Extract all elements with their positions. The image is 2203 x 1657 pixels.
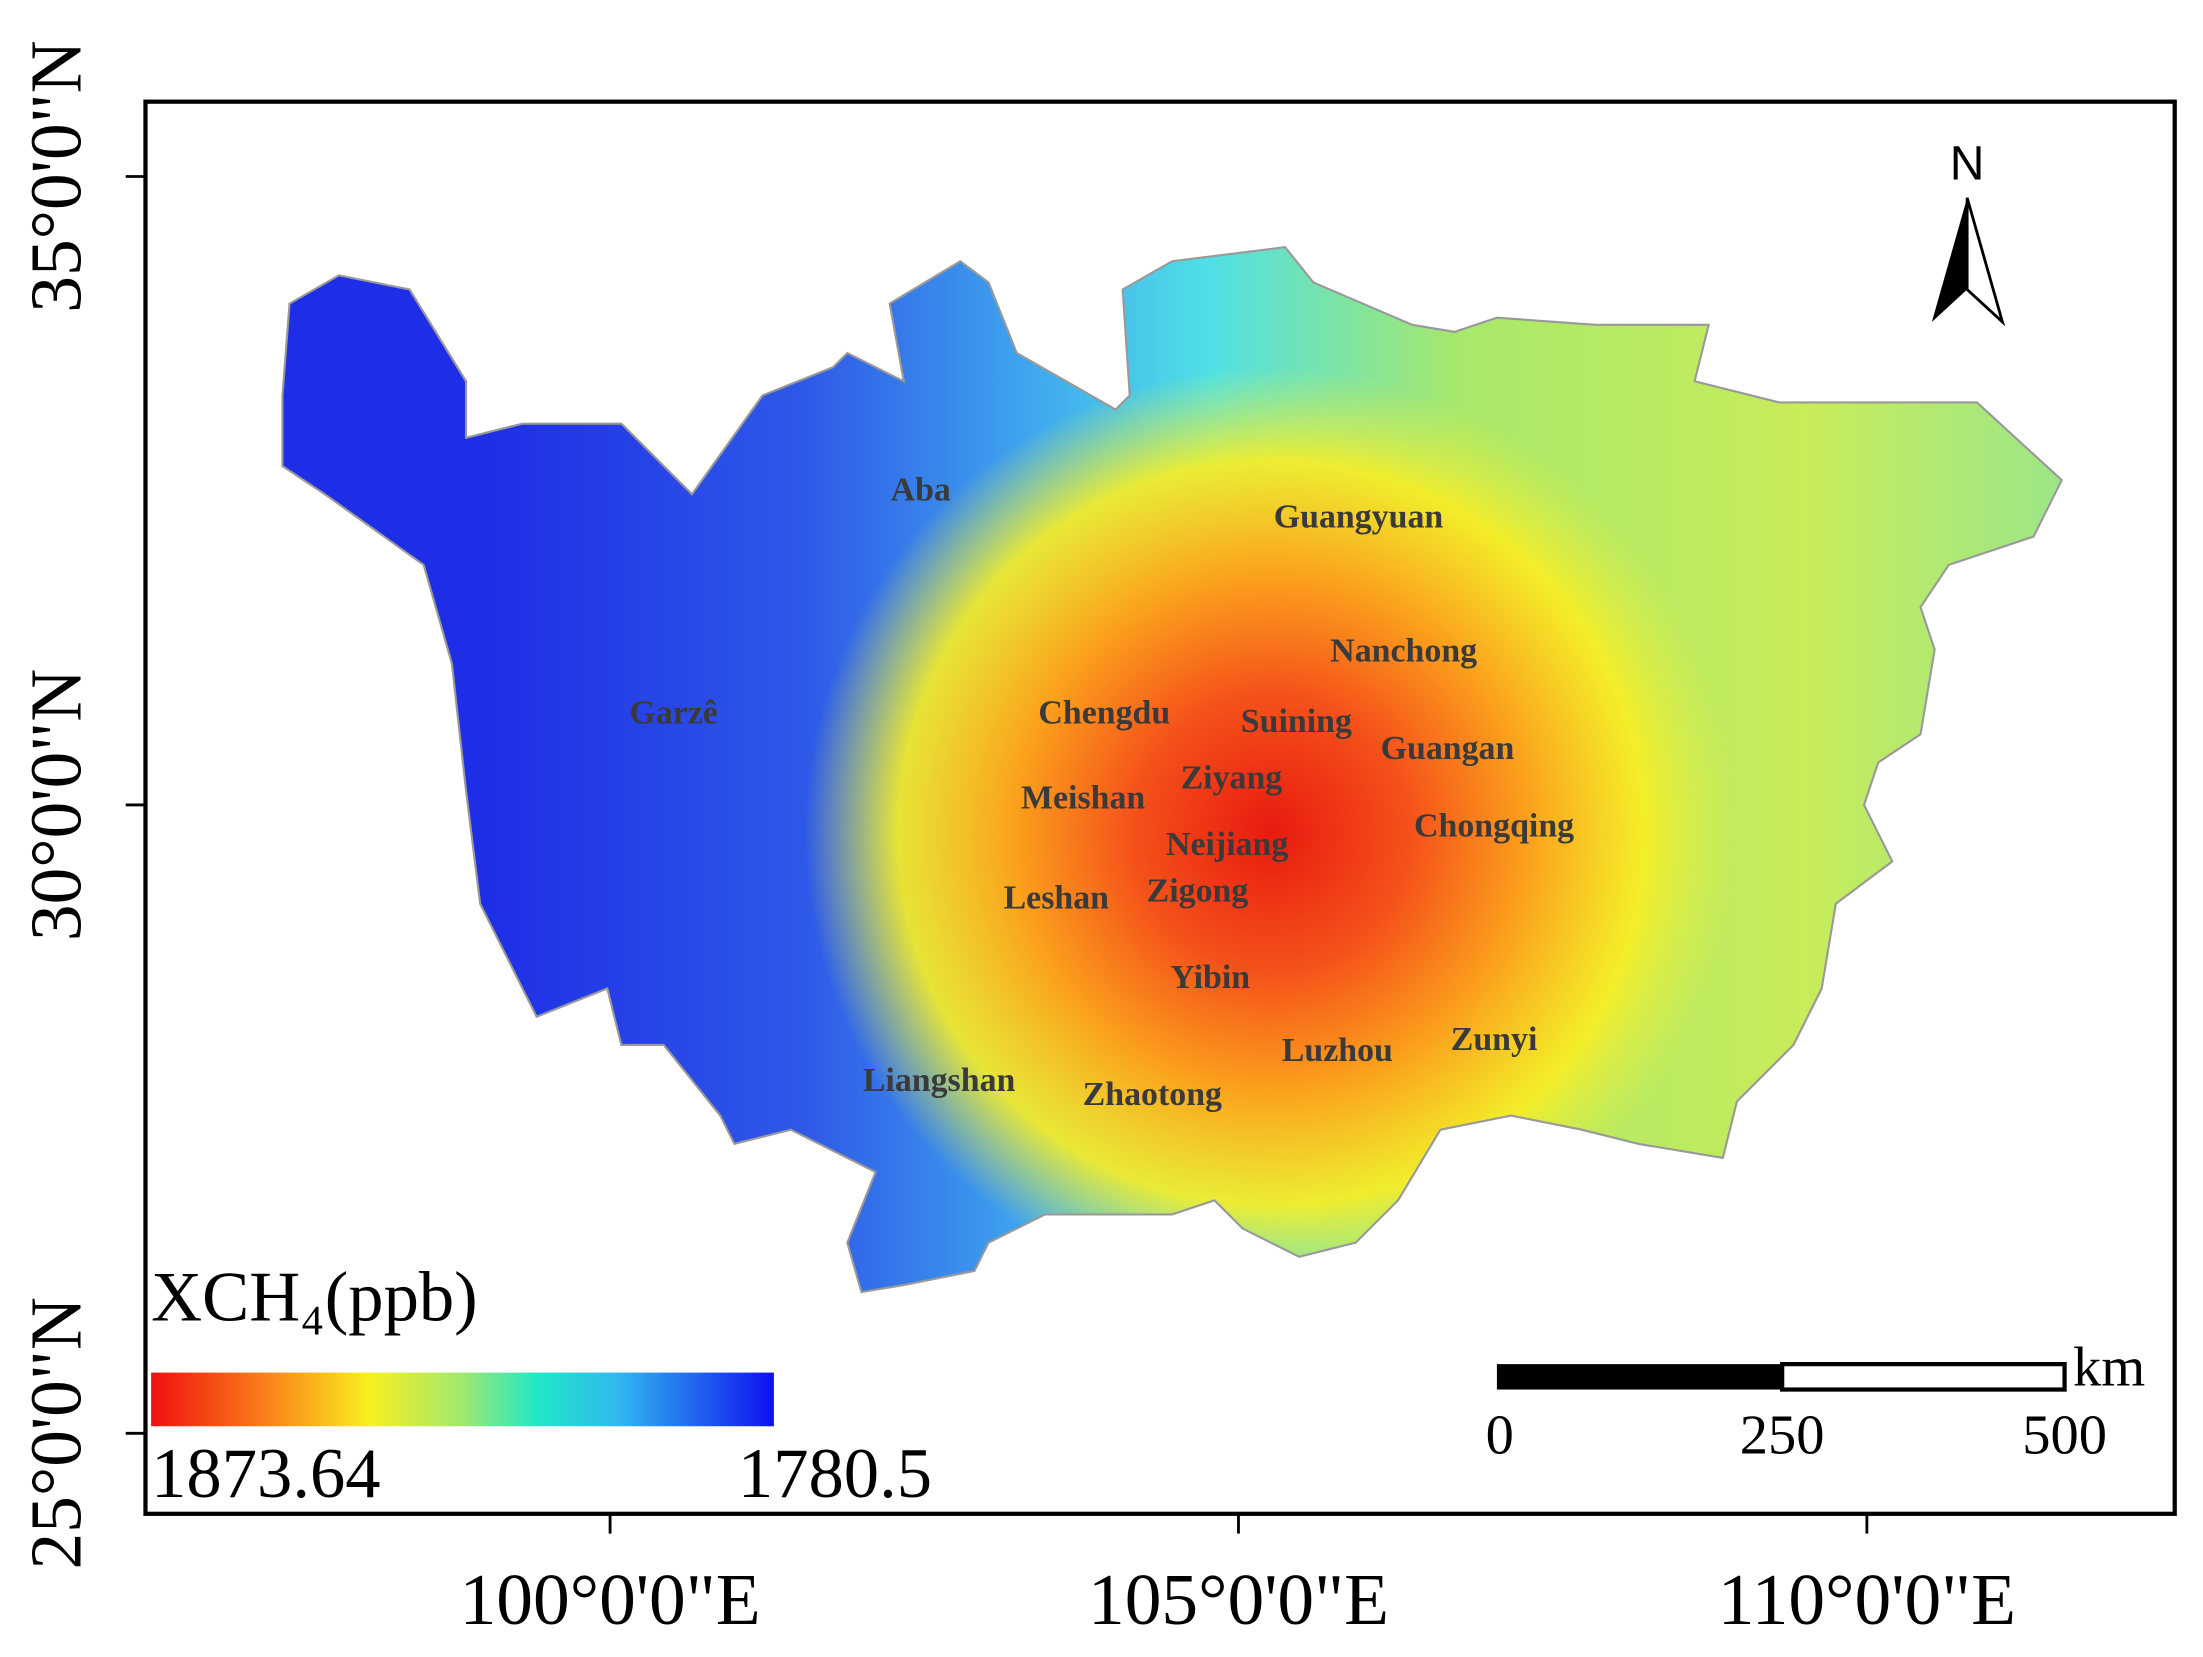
region-label: Leshan bbox=[1004, 880, 1110, 917]
region-label: Neijiang bbox=[1166, 826, 1288, 863]
region-label: Aba bbox=[891, 472, 951, 509]
scale-bar-white bbox=[1780, 1362, 2067, 1392]
region-label: Meishan bbox=[1021, 779, 1145, 816]
x-tick-label: 105°0'0"E bbox=[1088, 1559, 1389, 1640]
region-label: Garzê bbox=[629, 695, 717, 732]
legend-title: XCH₄(ppb) bbox=[151, 1258, 478, 1336]
region-label: Zunyi bbox=[1451, 1021, 1538, 1058]
region-label: Chengdu bbox=[1038, 695, 1170, 732]
region-label: Ziyang bbox=[1181, 760, 1283, 797]
y-tick-label: 35°0'0"N bbox=[15, 40, 96, 312]
scale-label: 500 bbox=[2022, 1404, 2107, 1466]
legend-max: 1873.64 bbox=[151, 1435, 380, 1513]
north-arrow bbox=[1931, 197, 2006, 327]
region-label: Guangyuan bbox=[1274, 498, 1444, 535]
north-label: N bbox=[1950, 137, 1985, 190]
scale-unit: km bbox=[2073, 1337, 2145, 1399]
scale-label: 250 bbox=[1740, 1404, 1825, 1466]
y-tick-label: 30°0'0"N bbox=[15, 669, 96, 941]
region-label: Liangshan bbox=[863, 1062, 1016, 1099]
region-label: Luzhou bbox=[1282, 1032, 1393, 1069]
y-tick-label: 25°0'0"N bbox=[15, 1297, 96, 1569]
legend-min: 1780.5 bbox=[738, 1435, 932, 1513]
scale-label: 0 bbox=[1486, 1404, 1514, 1466]
color-bar bbox=[151, 1372, 774, 1427]
x-tick-label: 110°0'0"E bbox=[1718, 1559, 2016, 1640]
region-label: Zigong bbox=[1147, 873, 1249, 910]
region-label: Nanchong bbox=[1330, 633, 1477, 670]
x-tick-label: 100°0'0"E bbox=[460, 1559, 761, 1640]
region-label: Chongqing bbox=[1414, 808, 1574, 845]
scale-bar-black bbox=[1496, 1364, 1783, 1390]
region-label: Guangan bbox=[1381, 730, 1515, 767]
region-label: Zhaotong bbox=[1083, 1076, 1222, 1113]
region-label: Yibin bbox=[1170, 959, 1250, 996]
region-label: Suining bbox=[1241, 703, 1352, 740]
